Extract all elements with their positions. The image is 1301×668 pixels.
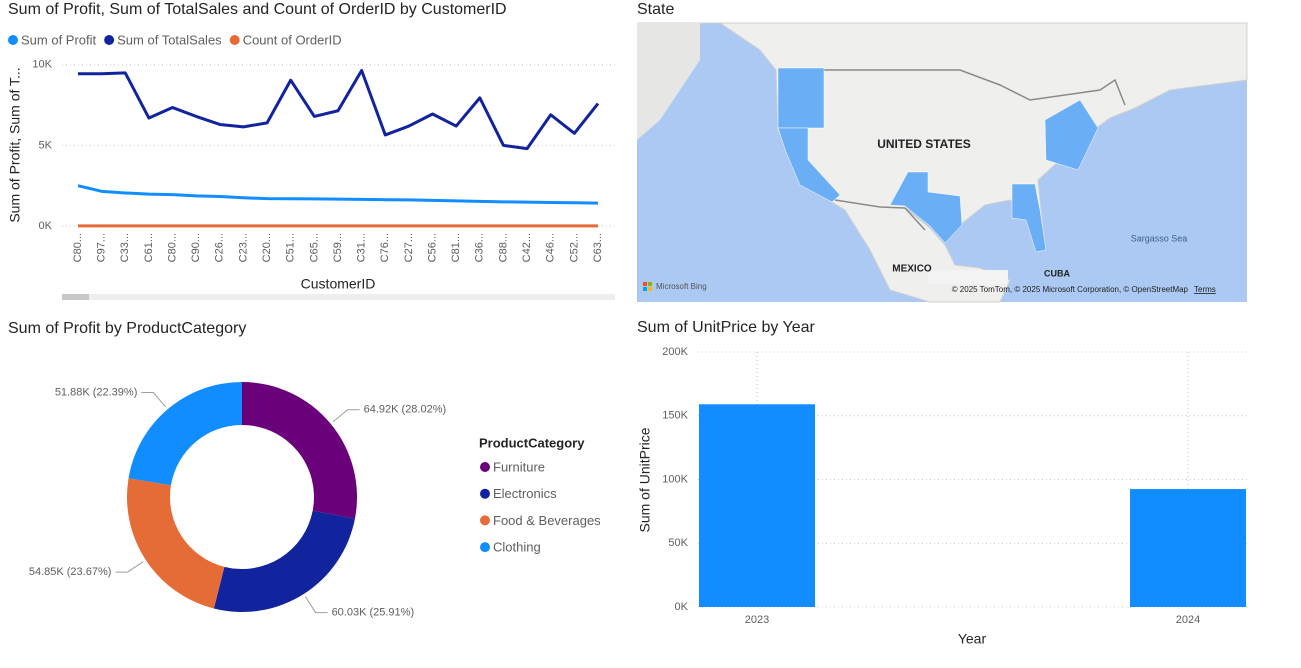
x-tick-label: C88... <box>497 233 509 262</box>
slice <box>128 382 242 486</box>
legend-label: Clothing <box>493 540 541 555</box>
scrollbar-thumb[interactable] <box>62 294 89 300</box>
map-label: CUBA <box>1044 268 1070 278</box>
data-label: 54.85K (23.67%) <box>29 566 112 578</box>
x-tick-label: C31... <box>356 233 368 262</box>
logo-mark <box>643 282 647 286</box>
state <box>777 127 841 203</box>
chart-title: Sum of Profit, Sum of TotalSales and Cou… <box>8 1 507 18</box>
y-tick-label: 0K <box>675 601 689 613</box>
chart-title: State <box>637 1 674 18</box>
y-tick-label: 200K <box>662 346 688 358</box>
x-tick-label: C63... <box>592 233 604 262</box>
state <box>777 67 825 129</box>
map-label: UNITED STATES <box>877 137 971 151</box>
map-label: Sargasso Sea <box>1131 233 1188 243</box>
state <box>1011 183 1047 253</box>
y-tick-label: 50K <box>668 537 688 549</box>
y-tick-label: 0K <box>39 220 53 232</box>
scrollbar-track[interactable] <box>62 294 615 300</box>
legend-label: Food & Beverages <box>493 513 601 528</box>
logo-mark <box>648 282 652 286</box>
x-tick-label: C76... <box>379 233 391 262</box>
x-tick-label: C80... <box>72 233 84 262</box>
x-tick-label: C56... <box>426 233 438 262</box>
data-label: 60.03K (25.91%) <box>332 606 415 618</box>
x-tick-label: C33... <box>119 233 131 262</box>
x-tick-label: C52... <box>568 233 580 262</box>
bar <box>699 404 815 607</box>
legend-title: ProductCategory <box>479 435 585 450</box>
border <box>780 69 1126 106</box>
legend-marker <box>104 35 115 45</box>
x-tick-label: 2024 <box>1176 614 1200 626</box>
slice <box>126 478 225 609</box>
legend-marker <box>480 542 490 553</box>
x-axis-title: CustomerID <box>301 276 376 292</box>
line <box>77 184 599 205</box>
legend-label: Sum of Profit <box>21 32 97 47</box>
x-tick-label: C23... <box>237 233 249 262</box>
leader-line <box>332 409 360 423</box>
y-tick-label: 100K <box>662 473 688 485</box>
leader-line <box>304 596 328 614</box>
x-tick-label: C42... <box>521 233 533 262</box>
logo-mark <box>643 287 647 291</box>
map-land <box>928 270 1008 284</box>
x-tick-label: C27... <box>403 233 415 262</box>
map-terms[interactable]: Terms <box>1194 285 1216 294</box>
slice <box>242 382 357 519</box>
x-tick-label: C59... <box>332 233 344 262</box>
y-axis-title: Sum of Profit, Sum of T... <box>7 67 23 222</box>
legend-marker <box>480 462 490 472</box>
y-tick-label: 10K <box>32 59 52 71</box>
legend-marker <box>229 35 240 45</box>
legend-marker <box>8 35 18 45</box>
leader-line <box>141 392 167 408</box>
x-tick-label: C20... <box>261 233 273 262</box>
chart-title: Sum of Profit by ProductCategory <box>8 320 246 337</box>
chart-title: Sum of UnitPrice by Year <box>637 319 816 336</box>
x-tick-label: C46... <box>545 233 557 262</box>
logo-mark <box>648 287 652 291</box>
map-attribution: © 2025 TomTom, © 2025 Microsoft Corporat… <box>952 285 1189 294</box>
x-tick-label: C90... <box>190 233 202 262</box>
y-tick-label: 5K <box>39 139 53 151</box>
x-tick-label: C80... <box>166 233 178 262</box>
state <box>889 171 963 244</box>
bar <box>1130 489 1246 607</box>
state <box>1044 99 1099 171</box>
x-tick-label: C26... <box>214 233 226 262</box>
x-tick-label: C61... <box>143 233 155 262</box>
legend-marker <box>480 515 490 526</box>
x-tick-label: 2023 <box>745 614 769 626</box>
x-axis-title: Year <box>958 631 987 647</box>
map-land <box>637 23 700 140</box>
x-tick-label: C65... <box>308 233 320 262</box>
legend-label: Count of OrderID <box>243 32 342 47</box>
x-tick-label: C36... <box>474 233 486 262</box>
x-tick-label: C97... <box>96 233 108 262</box>
legend-label: Electronics <box>493 486 557 501</box>
map-logo: Microsoft Bing <box>656 282 707 291</box>
map-label: MEXICO <box>892 264 932 275</box>
data-label: 64.92K (28.02%) <box>364 404 447 416</box>
slice <box>213 510 355 612</box>
border <box>834 199 926 231</box>
data-label: 51.88K (22.39%) <box>55 386 138 398</box>
x-tick-label: C81... <box>450 233 462 262</box>
y-tick-label: 150K <box>662 410 688 422</box>
x-tick-label: C51... <box>285 233 297 262</box>
line <box>78 68 600 151</box>
map-panel: UNITED STATES MEXICO CUBA Sargasso Sea M… <box>637 22 1248 303</box>
legend-marker <box>480 488 490 499</box>
leader-line <box>115 561 144 573</box>
legend-label: Sum of TotalSales <box>117 32 222 47</box>
legend-label: Furniture <box>493 459 545 474</box>
y-axis-title: Sum of UnitPrice <box>637 427 653 532</box>
